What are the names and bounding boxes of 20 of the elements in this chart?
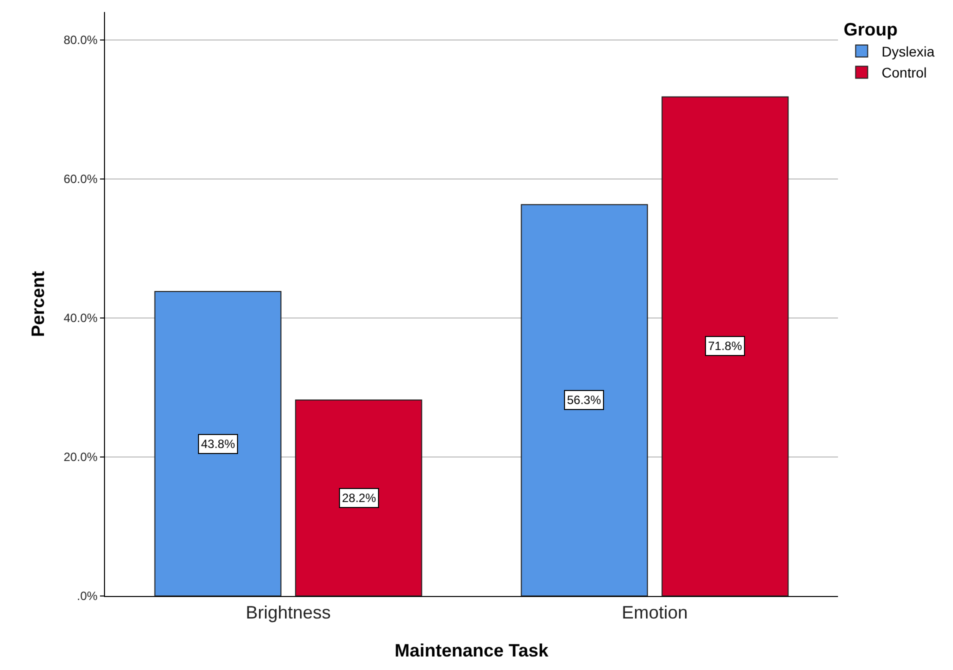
y-tick-label: 80.0% <box>64 33 98 48</box>
y-tick-label: 20.0% <box>64 450 98 464</box>
legend-label: Dyslexia <box>882 43 935 60</box>
data-label: 43.8% <box>201 437 236 451</box>
x-tick-label: Emotion <box>622 602 688 623</box>
x-axis-title: Maintenance Task <box>394 640 550 661</box>
legend-label: Control <box>882 64 927 81</box>
bar <box>520 204 648 596</box>
y-tick-label: .0% <box>76 589 98 604</box>
x-tick-label: Brightness <box>246 602 331 623</box>
legend-title: Group <box>844 19 898 40</box>
bar <box>662 96 789 596</box>
data-label: 56.3% <box>567 393 602 407</box>
data-label: 71.8% <box>708 339 742 353</box>
bar <box>154 290 282 596</box>
y-axis-title: Percent <box>28 270 48 338</box>
data-label: 28.2% <box>342 491 376 505</box>
y-tick-label: 40.0% <box>64 311 98 326</box>
y-tick-label: 60.0% <box>64 172 98 186</box>
bar <box>295 399 422 596</box>
